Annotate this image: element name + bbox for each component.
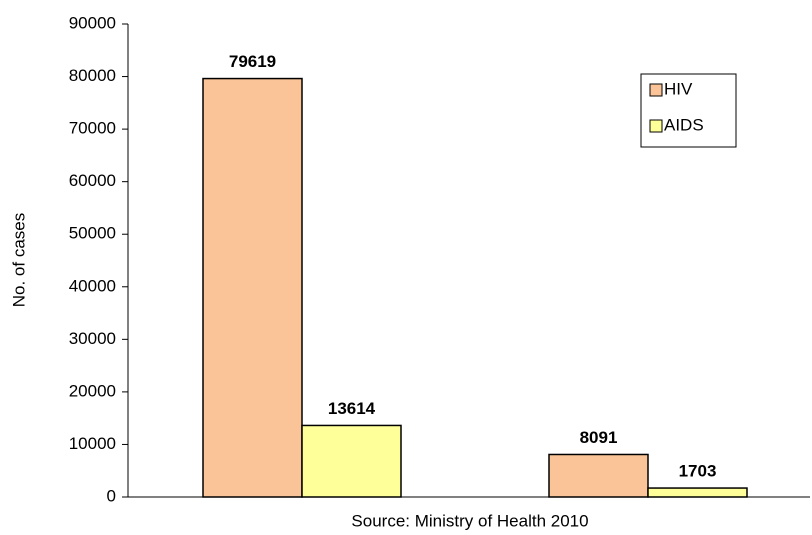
y-tick-label: 70000 xyxy=(69,119,116,138)
data-label: 8091 xyxy=(580,428,618,447)
y-axis-label: No. of cases xyxy=(9,213,28,308)
y-tick-label: 30000 xyxy=(69,329,116,348)
y-tick-label: 0 xyxy=(107,486,116,505)
bar xyxy=(647,487,748,498)
legend-label: HIV xyxy=(664,79,693,98)
bar xyxy=(301,424,402,498)
y-tick-label: 90000 xyxy=(69,13,116,32)
bar xyxy=(548,453,649,498)
legend-label: AIDS xyxy=(664,115,704,134)
data-label: 1703 xyxy=(679,462,717,481)
data-label: 79619 xyxy=(229,52,276,71)
y-tick-label: 50000 xyxy=(69,224,116,243)
y-tick-label: 40000 xyxy=(69,276,116,295)
y-tick-label: 10000 xyxy=(69,434,116,453)
legend-swatch xyxy=(649,119,663,133)
x-axis-label: Source: Ministry of Health 2010 xyxy=(351,511,588,530)
bar xyxy=(202,77,303,498)
y-tick-label: 60000 xyxy=(69,171,116,190)
legend-swatch xyxy=(649,83,663,97)
data-label: 13614 xyxy=(328,399,376,418)
y-tick-label: 20000 xyxy=(69,381,116,400)
y-tick-label: 80000 xyxy=(69,66,116,85)
